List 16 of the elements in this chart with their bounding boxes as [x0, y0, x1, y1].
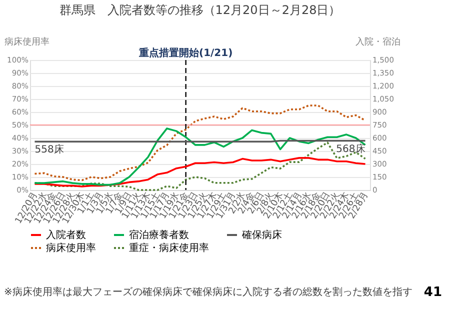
- legend-label: 重症・病床使用率: [129, 242, 209, 254]
- y-axis-title: 病床使用率: [4, 36, 50, 48]
- legend-label: 確保病床: [241, 229, 282, 241]
- legend-label: 病床使用率: [46, 242, 96, 254]
- ref-line-label: 重点措置開始(1/21): [138, 47, 233, 59]
- data-label: 568床: [336, 142, 366, 155]
- chart-title: 群馬県 入院者数等の推移（12月20日～2月28日）: [59, 3, 341, 17]
- y2-axis-title: 入院・宿泊: [356, 36, 400, 48]
- data-label: 558床: [34, 144, 64, 156]
- line-series: [34, 157, 366, 188]
- text: 41: [424, 285, 442, 300]
- line-series: [34, 128, 366, 186]
- legend-label: 入院者数: [46, 229, 86, 241]
- text: ※病床使用率は最大フェーズの確保病床で確保病床に入院する者の総数を割った数値を指す: [4, 286, 412, 298]
- line-series: [34, 104, 366, 182]
- legend-label: 宿泊療養者数: [129, 229, 189, 241]
